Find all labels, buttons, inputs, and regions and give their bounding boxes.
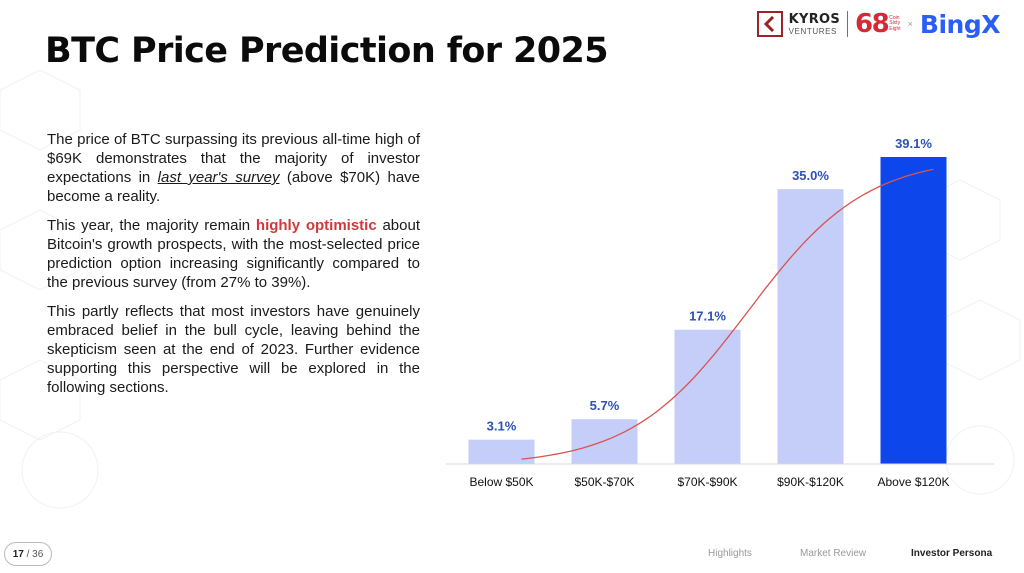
paragraph-2: This year, the majority remain highly op… <box>47 217 420 291</box>
coin68-words: Coin Sixty Eight <box>889 14 901 32</box>
data-label-2: 17.1% <box>689 309 726 324</box>
bar-4 <box>880 157 947 464</box>
partner-logos: KYROS VENTURES 68 Coin Sixty Eight × Bin… <box>756 8 1001 40</box>
kyros-name: KYROS <box>788 11 841 27</box>
paragraph-3: This partly reflects that most investors… <box>47 303 420 396</box>
bar-3 <box>777 189 844 464</box>
paragraph-1: The price of BTC surpassing its previous… <box>47 131 421 205</box>
x-tick-label-1: $50K-$70K <box>574 475 634 489</box>
nav-highlights[interactable]: Highlights <box>708 548 752 559</box>
page-indicator: 17 / 36 <box>4 542 52 566</box>
logo-separator: × <box>907 19 913 29</box>
x-tick-label-2: $70K-$90K <box>677 475 737 489</box>
x-tick-label-3: $90K-$120K <box>777 475 844 489</box>
coin68-logo: 68 <box>855 9 890 39</box>
page-title: BTC Price Prediction for 2025 <box>45 31 609 71</box>
bar-2 <box>674 329 741 464</box>
bingx-logo: BingX <box>919 9 1001 39</box>
data-label-0: 3.1% <box>487 419 517 434</box>
body-text: The price of BTC surpassing its previous… <box>47 130 420 407</box>
last-year-survey-link[interactable]: last year's survey <box>157 169 280 186</box>
nav-market-review[interactable]: Market Review <box>800 548 867 559</box>
bar-0 <box>468 439 535 464</box>
data-label-1: 5.7% <box>590 398 620 413</box>
x-tick-label-4: Above $120K <box>877 475 949 489</box>
nav-investor-persona[interactable]: Investor Persona <box>911 548 993 559</box>
highlight-text: highly optimistic <box>255 217 377 234</box>
kyros-sub: VENTURES <box>788 26 837 36</box>
bar-chart: 3.1% Below $50K 5.7% $50K-$70K 17.1% $70K-$90… <box>446 136 994 489</box>
data-label-4: 39.1% <box>895 136 932 151</box>
x-tick-label-0: Below $50K <box>469 475 533 489</box>
trend-line <box>521 168 934 460</box>
data-label-3: 35.0% <box>792 168 829 183</box>
logo-divider <box>847 11 849 37</box>
kyros-logo-icon <box>756 11 783 37</box>
bar-1 <box>571 419 638 464</box>
